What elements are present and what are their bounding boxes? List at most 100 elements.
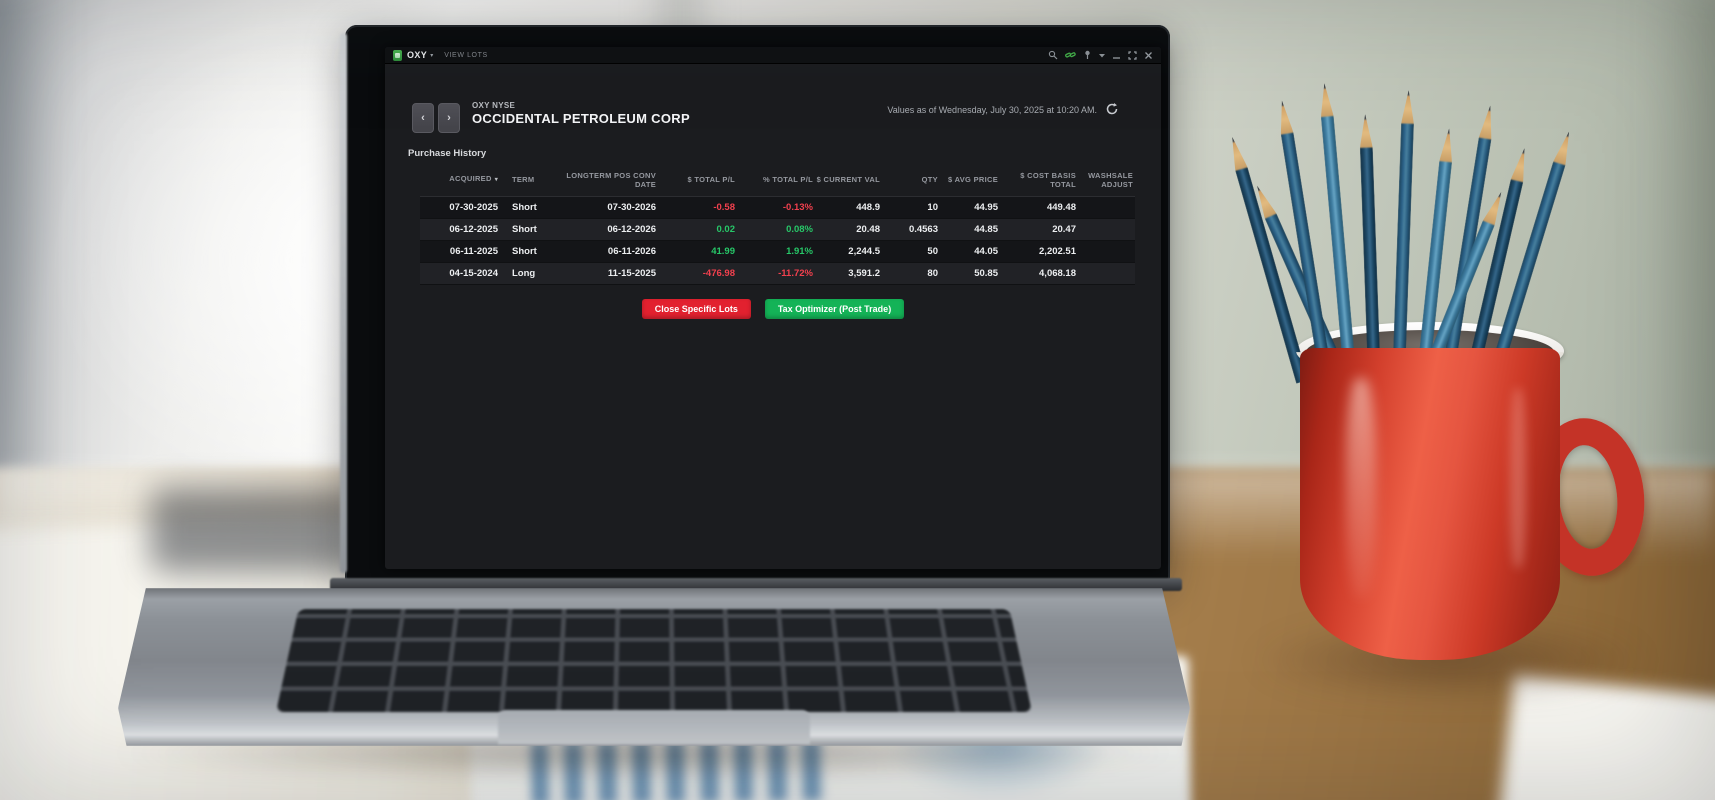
minimize-icon[interactable]: [1112, 51, 1121, 60]
sort-caret-icon: ▾: [494, 177, 498, 184]
view-lots-tab[interactable]: VIEW LOTS: [444, 51, 488, 59]
column-label: $ COST BASIS TOTAL: [1020, 170, 1076, 190]
app-logo-icon: [393, 49, 402, 61]
cell-pct_pl: 1.91%: [786, 246, 813, 257]
laptop-screen: OXY ▾ VIEW LOTS ‹ › OXY NYSE OCCIDENTAL …: [340, 25, 1170, 581]
cell-term: Short: [512, 224, 537, 235]
column-label: ACQUIRED: [449, 174, 492, 184]
window-titlebar: OXY ▾ VIEW LOTS: [385, 47, 1161, 64]
cell-cost_basis: 449.48: [1046, 202, 1076, 213]
cell-cost_basis: 4,068.18: [1039, 268, 1076, 279]
pin-caret-icon[interactable]: [1099, 53, 1105, 58]
cell-total_pl: 0.02: [716, 224, 736, 235]
column-header-conv_date: LONGTERM POS CONV DATE: [545, 171, 658, 190]
zoom-icon[interactable]: [1048, 50, 1058, 60]
nav-forward-button[interactable]: ›: [438, 103, 460, 133]
column-header-acquired[interactable]: ACQUIRED ▾: [420, 174, 500, 186]
column-label: LONGTERM POS CONV DATE: [566, 170, 656, 190]
laptop-hinge: [330, 578, 1182, 591]
link-icon[interactable]: [1065, 50, 1076, 60]
pencil: [1359, 114, 1381, 382]
lots-table: ACQUIRED ▾ TERM LONGTERM POS CONV DATE $ TOT…: [420, 167, 1135, 285]
table-row[interactable]: 04-15-2024 Long 11-15-2025 -476.98 -11.72% 3,…: [420, 263, 1135, 285]
cell-qty: 80: [927, 268, 938, 279]
table-row[interactable]: 07-30-2025 Short 07-30-2026 -0.58 -0.13% 448.…: [420, 197, 1135, 219]
company-name: OCCIDENTAL PETROLEUM CORP: [472, 111, 690, 126]
column-label: $ TOTAL P/L: [687, 175, 735, 185]
column-label: % TOTAL P/L: [763, 175, 813, 185]
chevron-right-icon: ›: [447, 112, 451, 124]
pencil: [1392, 90, 1415, 382]
window-controls: [1048, 50, 1153, 60]
cell-term: Short: [512, 202, 537, 213]
screen-left-edge: [340, 33, 347, 573]
section-title: Purchase History: [408, 148, 487, 159]
column-label: $ AVG PRICE: [948, 175, 998, 185]
mug-highlight-right: [1510, 388, 1526, 568]
cell-pct_pl: -0.13%: [782, 202, 813, 213]
pencil-group: [1268, 52, 1608, 382]
symbol-dropdown[interactable]: OXY: [407, 50, 428, 60]
maximize-icon[interactable]: [1128, 50, 1137, 60]
values-as-of-text: Values as of Wednesday, July 30, 2025 at…: [887, 105, 1097, 115]
symbol-exchange-label: OXY NYSE: [472, 101, 516, 110]
laptop-base: [118, 588, 1190, 746]
cell-acquired: 07-30-2025: [449, 202, 498, 213]
laptop-keyboard: [276, 609, 1032, 712]
cell-qty: 0.4563: [908, 224, 938, 235]
column-header-cost_basis: $ COST BASIS TOTAL: [1000, 171, 1078, 190]
mug-highlight: [1346, 378, 1376, 598]
trading-app-window: OXY ▾ VIEW LOTS ‹ › OXY NYSE OCCIDENTAL …: [385, 47, 1161, 569]
cell-acquired: 04-15-2024: [449, 268, 498, 279]
table-body: 07-30-2025 Short 07-30-2026 -0.58 -0.13% 448.…: [420, 197, 1135, 285]
close-specific-lots-button[interactable]: Close Specific Lots: [641, 299, 751, 319]
action-buttons: Close Specific Lots Tax Optimizer (Post …: [385, 299, 1161, 319]
blurred-object: [150, 488, 360, 572]
column-header-pct_pl: % TOTAL P/L: [737, 175, 815, 185]
cell-current_val: 2,244.5: [848, 246, 880, 257]
cell-avg_price: 44.05: [974, 246, 998, 257]
column-header-current_val: $ CURRENT VAL: [815, 175, 882, 185]
column-label: QTY: [921, 175, 938, 185]
cell-total_pl: -0.58: [713, 202, 735, 213]
cell-avg_price: 50.85: [974, 268, 998, 279]
cell-current_val: 448.9: [856, 202, 880, 213]
column-header-qty: QTY: [882, 175, 940, 185]
column-header-avg_price: $ AVG PRICE: [940, 175, 1000, 185]
cell-total_pl: -476.98: [702, 268, 735, 279]
pin-icon[interactable]: [1083, 50, 1092, 60]
cell-conv_date: 11-15-2025: [607, 268, 656, 279]
cell-conv_date: 06-12-2026: [607, 224, 656, 235]
cell-term: Short: [512, 246, 537, 257]
column-label: TERM: [512, 175, 535, 185]
cell-conv_date: 07-30-2026: [607, 202, 656, 213]
cell-avg_price: 44.85: [974, 224, 998, 235]
column-label: $ CURRENT VAL: [816, 175, 880, 185]
table-row[interactable]: 06-12-2025 Short 06-12-2026 0.02 0.08% 20.48 0…: [420, 219, 1135, 241]
column-header-term: TERM: [500, 175, 545, 185]
chevron-down-icon[interactable]: ▾: [430, 52, 434, 59]
cell-pct_pl: 0.08%: [786, 224, 813, 235]
cell-acquired: 06-12-2025: [449, 224, 498, 235]
nav-back-button[interactable]: ‹: [412, 103, 434, 133]
table-row[interactable]: 06-11-2025 Short 06-11-2026 41.99 1.91% 2,244…: [420, 241, 1135, 263]
cell-pct_pl: -11.72%: [778, 268, 813, 279]
cell-current_val: 3,591.2: [848, 268, 880, 279]
cell-qty: 50: [927, 246, 938, 257]
cell-acquired: 06-11-2025: [449, 246, 498, 257]
refresh-icon[interactable]: [1105, 102, 1119, 116]
cell-term: Long: [512, 268, 536, 279]
table-header: ACQUIRED ▾ TERM LONGTERM POS CONV DATE $ TOT…: [420, 167, 1135, 197]
cell-cost_basis: 2,202.51: [1039, 246, 1076, 257]
chevron-left-icon: ‹: [421, 112, 425, 124]
cell-current_val: 20.48: [856, 224, 880, 235]
left-frame-shadow: [0, 0, 60, 540]
tax-optimizer-button[interactable]: Tax Optimizer (Post Trade): [764, 299, 905, 319]
laptop-trackpad: [498, 710, 810, 744]
column-header-total_pl: $ TOTAL P/L: [658, 175, 737, 185]
cell-avg_price: 44.95: [974, 202, 998, 213]
close-icon[interactable]: [1144, 51, 1153, 60]
cell-total_pl: 41.99: [711, 246, 735, 257]
red-mug: [1300, 348, 1560, 660]
